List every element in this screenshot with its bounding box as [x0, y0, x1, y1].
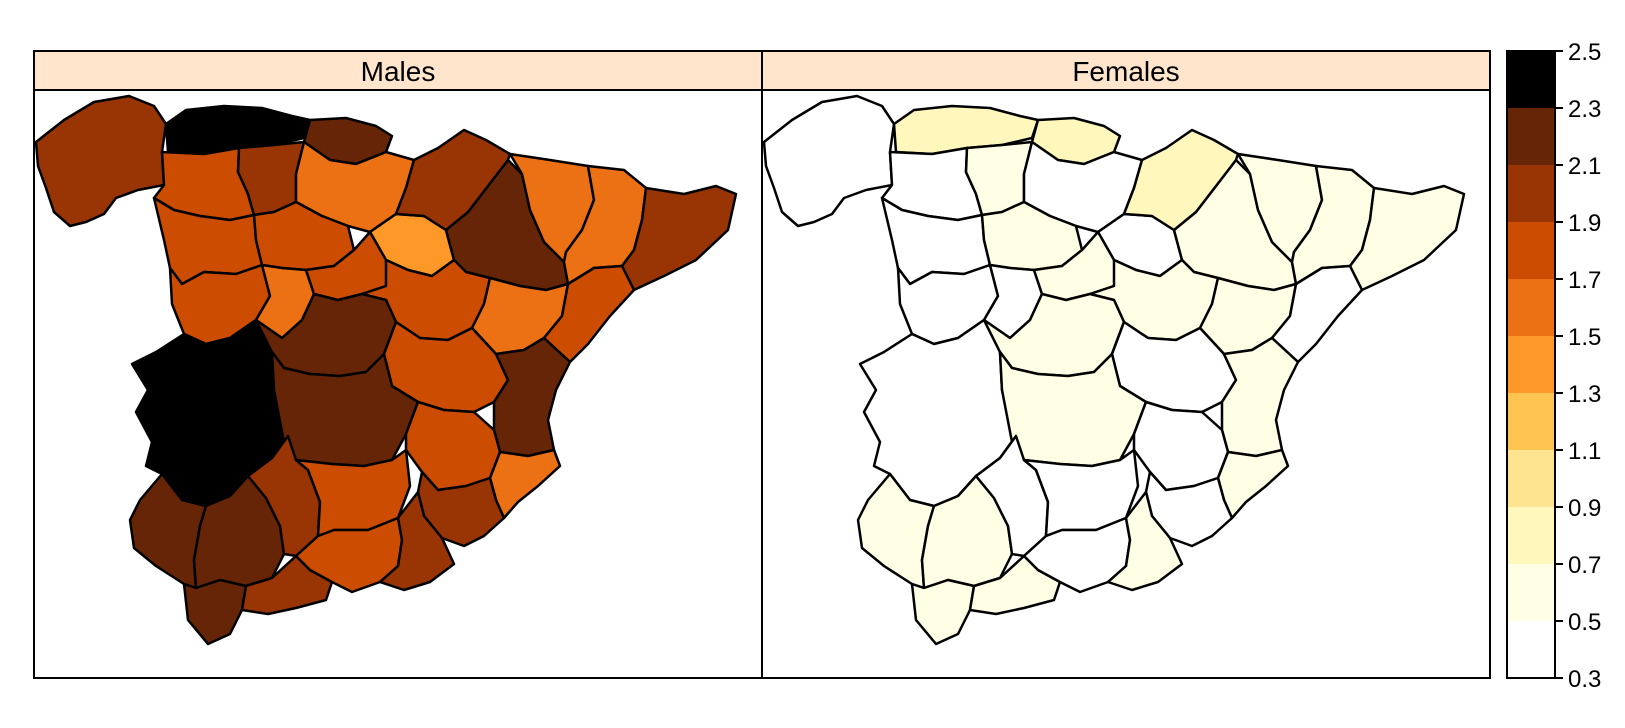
panel-males: Males	[33, 50, 763, 679]
panel-females: Females	[761, 50, 1491, 679]
province-galicia	[762, 94, 896, 228]
color-key-tick-label: 2.1	[1568, 153, 1601, 180]
color-key-tick-label: 0.7	[1568, 552, 1601, 579]
color-key-tick-label: 1.1	[1568, 438, 1601, 465]
province-castellon	[1270, 264, 1364, 364]
map-males	[34, 94, 738, 646]
province-navarra	[394, 128, 512, 232]
province-catalonia-east	[1348, 184, 1466, 292]
color-key-frame	[1506, 50, 1556, 679]
color-key-bin	[1507, 507, 1555, 564]
color-key-bin	[1507, 51, 1555, 108]
province-catalonia-east	[620, 184, 738, 292]
color-key-tick-label: 0.5	[1568, 609, 1601, 636]
color-key: 0.3 0.5 0.7 0.9 1.1 1.3 1.5 1.7 1.9 2.1 2.3 2.5	[1506, 39, 1601, 693]
color-key-tick-label: 2.3	[1568, 96, 1601, 123]
color-key-bin	[1507, 621, 1555, 678]
color-key-tick-label: 1.7	[1568, 267, 1601, 294]
color-key-tick-label: 0.3	[1568, 666, 1601, 693]
province-almeria	[378, 490, 456, 592]
color-key-tick-label: 2.5	[1568, 39, 1601, 66]
color-key-bin	[1507, 564, 1555, 621]
map-females	[762, 94, 1466, 646]
color-key-bin	[1507, 279, 1555, 336]
strip-label-males: Males	[361, 56, 436, 87]
color-key-bin	[1507, 336, 1555, 393]
color-key-bin	[1507, 108, 1555, 165]
strip-females	[761, 50, 1491, 91]
color-key-bin	[1507, 393, 1555, 450]
province-galicia	[34, 94, 168, 228]
color-key-tick-label: 1.3	[1568, 381, 1601, 408]
color-key-bin	[1507, 222, 1555, 279]
color-key-tick-label: 1.9	[1568, 210, 1601, 237]
province-navarra	[1122, 128, 1240, 232]
color-key-bin	[1507, 165, 1555, 222]
province-cadiz	[910, 578, 976, 646]
province-cadiz	[182, 578, 248, 646]
color-key-bin	[1507, 450, 1555, 507]
color-key-tick-label: 1.5	[1568, 324, 1601, 351]
strip-label-females: Females	[1072, 56, 1179, 87]
province-almeria	[1106, 490, 1184, 592]
color-key-tick-label: 0.9	[1568, 495, 1601, 522]
province-castellon	[542, 264, 636, 364]
strip-males	[33, 50, 763, 91]
